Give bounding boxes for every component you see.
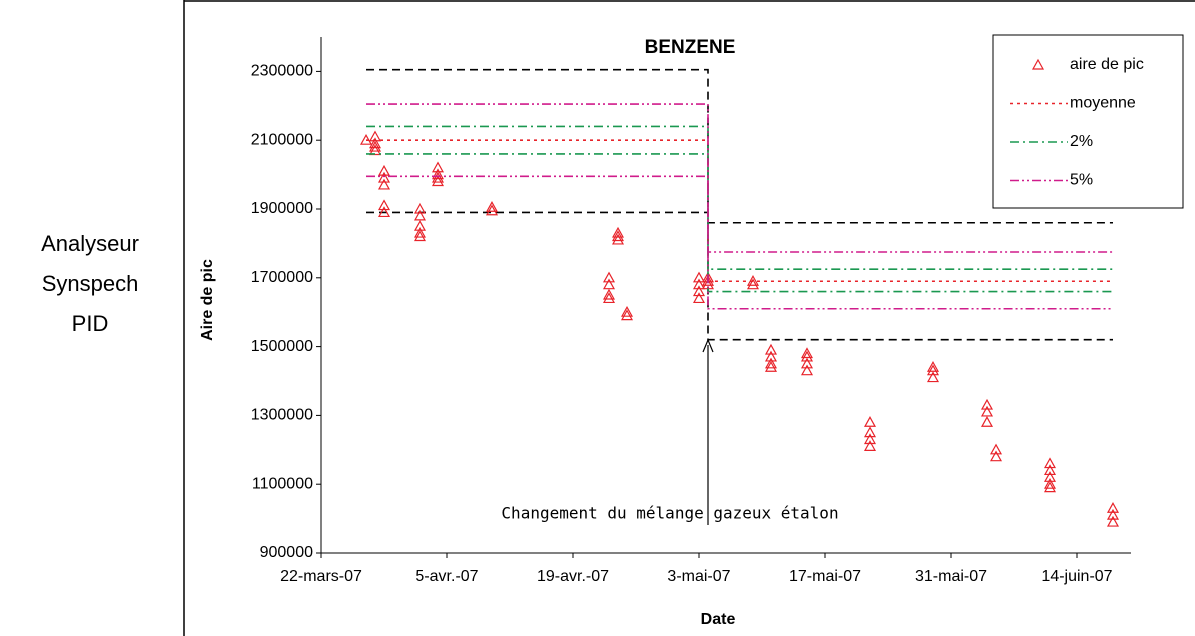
data-point [1043,477,1057,489]
y-tick-label: 1900000 [251,200,313,217]
y-axis-label: Aire de pic [199,259,216,341]
data-point [413,230,427,242]
legend [992,34,1184,209]
y-tick-label: 1300000 [251,407,313,424]
data-point [431,161,445,173]
data-point [1106,508,1120,520]
data-point [980,416,994,427]
data-point [692,271,706,283]
legend-label: 2% [1070,133,1093,150]
legend-label: aire de pic [1070,56,1144,73]
data-point [1106,515,1120,527]
data-point [1043,464,1057,476]
data-point [377,199,391,211]
data-point [377,206,391,218]
data-point [926,361,940,372]
data-point [602,278,616,290]
data-point [413,226,427,238]
y-tick-label: 1100000 [252,475,313,492]
data-point [377,164,391,176]
chart-title: BENZENE [645,37,736,58]
data-point [431,175,445,187]
data-point [368,137,382,149]
x-axis-label: Date [701,611,736,628]
data-point [1043,457,1057,469]
y-tick-label: 1700000 [251,269,313,286]
data-point [989,443,1003,455]
legend-label: moyenne [1070,95,1136,112]
x-tick-label: 3-mai-07 [667,568,730,585]
reference-line [366,103,1113,253]
data-point [863,433,877,445]
data-point [431,171,445,183]
data-point [764,350,778,362]
reference-line [366,175,1113,310]
data-point [692,278,706,290]
x-tick-label: 14-juin-07 [1041,568,1112,585]
data-point [611,226,625,238]
reference-line [366,153,1113,293]
data-point [926,371,940,383]
data-point [602,271,616,283]
data-point [863,426,877,438]
data-point [602,288,616,300]
x-tick-label: 5-avr.-07 [415,568,478,585]
legend-symbol [1031,58,1045,70]
side-label: Synspech [42,271,139,296]
annotation: Changement du mélange gazeux étalon [501,504,838,523]
data-point [377,178,391,190]
y-tick-label: 2300000 [251,63,313,80]
data-point [620,309,634,321]
data-point [368,140,382,152]
y-tick-label: 1500000 [251,338,313,355]
limit-line [366,211,1113,341]
data-point [602,292,616,304]
data-point [980,398,994,410]
reference-line [366,139,1113,283]
legend-label: 5% [1070,172,1093,189]
data-point [1043,481,1057,493]
data-point [800,350,814,362]
x-tick-label: 22-mars-07 [280,568,362,585]
data-point [926,364,940,376]
x-tick-label: 31-mai-07 [915,568,987,585]
data-point [863,440,877,451]
data-point [746,278,760,290]
data-point [989,450,1003,462]
data-point [377,171,391,183]
data-point [764,361,778,372]
data-point [800,364,814,376]
data-point [692,285,706,297]
data-point [431,168,445,180]
data-point [485,204,499,216]
data-point [1043,471,1057,482]
data-point [800,347,814,359]
y-tick-label: 2100000 [251,131,313,148]
x-tick-label: 17-mai-07 [789,568,861,585]
data-point [485,201,499,212]
data-point [800,357,814,369]
data-point [413,209,427,221]
data-point [980,405,994,417]
data-point [413,219,427,231]
x-tick-label: 19-avr.-07 [537,568,609,585]
data-point [764,343,778,355]
side-label: PID [72,311,109,336]
data-point [764,357,778,369]
data-point [611,230,625,242]
data-point [1106,502,1120,513]
data-point [413,202,427,214]
data-point [620,305,634,317]
data-point [863,416,877,427]
y-tick-label: 900000 [260,544,313,561]
data-point [692,292,706,304]
side-label: Analyseur [41,231,139,256]
data-point [611,233,625,245]
